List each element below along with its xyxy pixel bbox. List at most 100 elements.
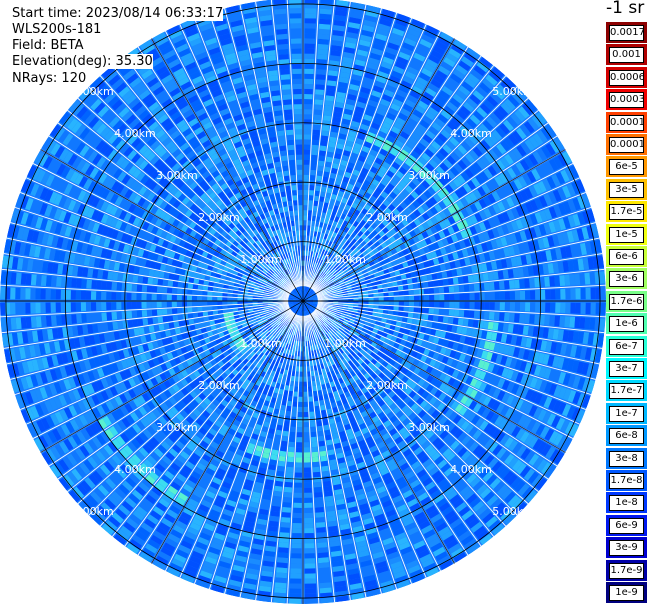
ray-gap-line (310, 46, 469, 289)
gate-cell (356, 352, 363, 358)
gate-cell (459, 485, 471, 497)
gate-cell (326, 85, 336, 92)
gate-cell (483, 423, 493, 434)
gate-cell (298, 386, 303, 392)
gate-cell (560, 419, 570, 433)
gate-cell (341, 287, 347, 291)
gate-cell (492, 228, 500, 238)
gate-cell (344, 328, 350, 334)
gate-cell (277, 552, 289, 559)
gate-cell (419, 38, 433, 49)
gate-cell (377, 266, 383, 272)
gate-cell (579, 317, 586, 329)
gate-cell (315, 507, 324, 513)
gate-cell (483, 282, 490, 291)
gate-cell (421, 254, 428, 262)
gate-cell (565, 245, 573, 258)
gate-cell (420, 96, 432, 106)
gate-cell (303, 401, 308, 407)
gate-cell (340, 264, 346, 269)
gate-cell (524, 229, 532, 240)
gate-cell (372, 117, 382, 126)
gate-cell (357, 133, 366, 141)
gate-cell (316, 216, 321, 222)
gate-cell (441, 85, 454, 96)
gate-cell (334, 216, 340, 223)
gate-cell (334, 272, 340, 278)
gate-cell (368, 57, 380, 66)
gate-cell (376, 351, 384, 357)
gate-cell (336, 312, 342, 316)
gate-cell (488, 205, 497, 216)
gate-cell (408, 456, 418, 466)
gate-cell (306, 293, 310, 298)
gate-cell (440, 482, 452, 493)
gate-cell (408, 136, 418, 146)
gate-cell (430, 226, 438, 234)
gate-cell (303, 442, 310, 448)
gate-cell (414, 81, 426, 91)
gate-cell (391, 70, 403, 79)
gate-cell (304, 53, 315, 59)
gate-cell (372, 285, 378, 290)
gate-cell (405, 185, 413, 194)
gate-cell (319, 150, 326, 157)
gate-cell (411, 57, 424, 67)
gate-cell (460, 363, 468, 372)
gate-cell (314, 94, 324, 100)
gate-cell (434, 265, 442, 272)
gate-cell (502, 269, 509, 279)
gate-cell (454, 334, 461, 342)
gate-cell (351, 213, 358, 221)
gate-cell (309, 289, 314, 294)
gate-cell (470, 521, 483, 533)
gate-cell (435, 180, 444, 189)
gate-cell (381, 234, 389, 242)
gate-cell (340, 285, 347, 289)
gate-cell (333, 238, 338, 244)
gate-cell (564, 316, 571, 328)
gate-cell (359, 247, 366, 253)
gate-cell (455, 232, 463, 241)
gate-cell (319, 582, 332, 589)
gate-cell (413, 209, 421, 218)
gate-cell (367, 286, 373, 291)
gate-cell (402, 346, 409, 354)
gate-cell (274, 587, 287, 594)
gate-cell (548, 158, 559, 172)
gate-cell (303, 406, 309, 413)
gate-cell (314, 195, 319, 202)
gate-cell (400, 108, 411, 117)
gate-cell (369, 52, 382, 61)
ray (303, 301, 505, 536)
gate-cell (336, 211, 342, 218)
gate-cell (392, 315, 398, 321)
gate-cell (473, 110, 484, 122)
gate-cell (561, 358, 570, 370)
gate-cell (452, 252, 459, 260)
gate-cell (303, 169, 310, 175)
gate-cell (303, 432, 310, 438)
gate-cell (313, 257, 317, 263)
ray (303, 301, 565, 465)
gate-cell (472, 320, 479, 328)
gate-cell (420, 239, 428, 247)
gate-cell (474, 380, 483, 390)
gate-cell (329, 55, 341, 62)
gate-cell (537, 352, 545, 364)
gate-cell (487, 165, 497, 177)
gate-cell (337, 276, 343, 281)
gate-cell (477, 320, 484, 329)
gate-cell (486, 116, 498, 128)
gate-cell (304, 78, 314, 85)
gate-cell (380, 322, 386, 327)
gate-cell (421, 320, 428, 327)
gate-cell (306, 235, 310, 241)
gate-cell (530, 302, 536, 312)
gate-cell (304, 533, 314, 539)
gate-cell (338, 254, 344, 260)
ray (303, 151, 573, 301)
gate-cell (308, 288, 312, 293)
gate-cell (309, 288, 313, 294)
gate-cell (328, 324, 333, 330)
